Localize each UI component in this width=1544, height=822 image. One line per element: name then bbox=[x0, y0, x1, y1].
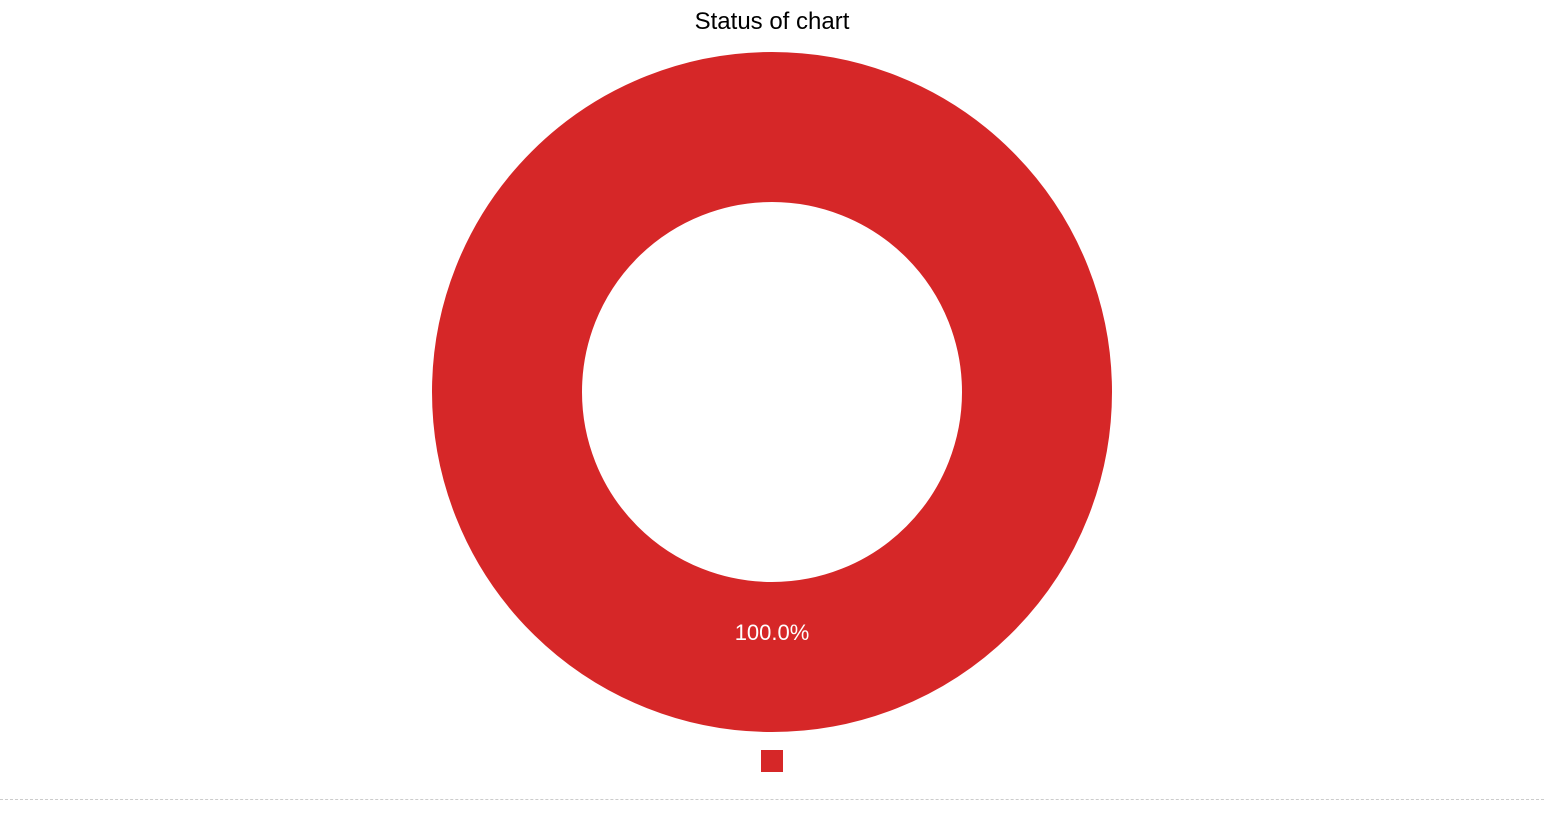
divider bbox=[0, 799, 1544, 800]
legend-swatch bbox=[761, 750, 783, 772]
donut-chart-container: Status of chart 100.0% bbox=[0, 0, 1544, 772]
donut-slice bbox=[507, 127, 1037, 657]
chart-title: Status of chart bbox=[695, 8, 850, 36]
donut-chart: 100.0% bbox=[432, 52, 1112, 732]
legend bbox=[761, 750, 783, 772]
donut-svg bbox=[432, 52, 1112, 732]
